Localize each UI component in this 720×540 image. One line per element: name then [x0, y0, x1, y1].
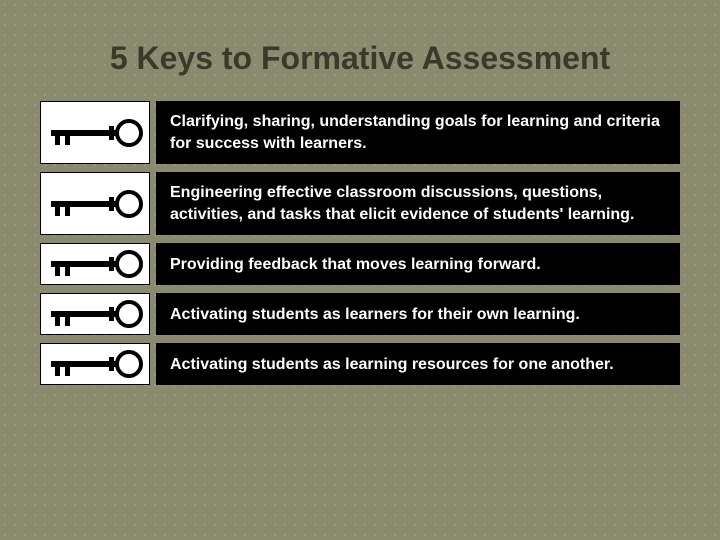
list-item-text: Clarifying, sharing, understanding goals… — [156, 101, 680, 164]
list-item: Clarifying, sharing, understanding goals… — [40, 101, 680, 164]
key-icon — [40, 101, 150, 164]
key-icon — [40, 293, 150, 335]
list-item-text: Providing feedback that moves learning f… — [156, 243, 680, 285]
keys-list: Clarifying, sharing, understanding goals… — [40, 101, 680, 393]
list-item: Engineering effective classroom discussi… — [40, 172, 680, 235]
list-item-text: Activating students as learning resource… — [156, 343, 680, 385]
list-item-text: Engineering effective classroom discussi… — [156, 172, 680, 235]
page-title: 5 Keys to Formative Assessment — [40, 40, 680, 77]
key-icon — [40, 343, 150, 385]
list-item-text: Activating students as learners for thei… — [156, 293, 680, 335]
list-item: Activating students as learning resource… — [40, 343, 680, 385]
list-item: Activating students as learners for thei… — [40, 293, 680, 335]
key-icon — [40, 172, 150, 235]
list-item: Providing feedback that moves learning f… — [40, 243, 680, 285]
key-icon — [40, 243, 150, 285]
slide: 5 Keys to Formative Assessment Clarifyin… — [0, 0, 720, 540]
